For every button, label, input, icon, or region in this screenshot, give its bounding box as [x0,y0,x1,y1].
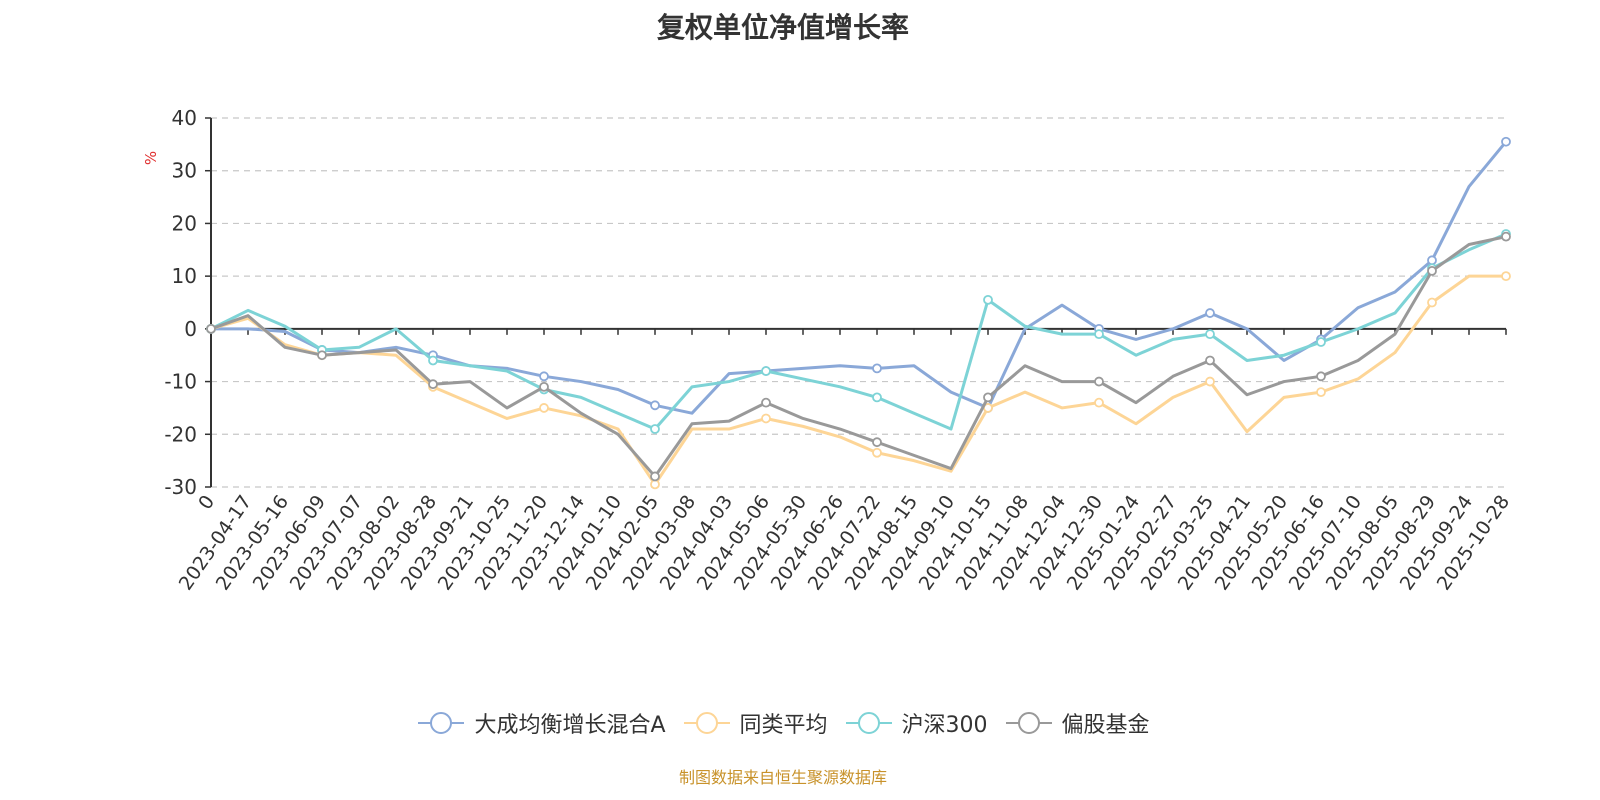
data-point [1205,329,1215,340]
series-line-1 [209,274,1508,486]
data-point [539,371,549,382]
y-tick-label: 30 [172,159,197,183]
legend-item[interactable]: 同类平均 [682,707,828,739]
data-point [206,323,216,334]
data-point [983,294,993,305]
legend-label: 大成均衡增长混合A [474,713,666,738]
series-lines [206,136,1511,490]
data-point [872,447,882,458]
chart-title: 复权单位净值增长率 [656,11,909,44]
data-point [872,363,882,374]
y-tick-label: 10 [172,264,197,288]
x-tick-label: 0 [194,491,219,514]
data-point [1316,387,1326,398]
series-line-3 [209,235,1508,478]
data-point [1427,265,1437,276]
data-point [1501,136,1511,147]
data-point [650,400,660,411]
legend-item[interactable]: 大成均衡增长混合A [416,707,666,739]
data-point [650,424,660,434]
data-point [983,392,993,403]
data-point [1205,355,1215,366]
data-point [1316,337,1326,347]
y-tick-label: -10 [164,370,197,394]
data-point [1501,231,1511,242]
data-point [761,413,771,424]
legend-marker-icon [683,712,730,734]
data-point [317,350,327,361]
data-point [428,379,438,390]
line-chart: -30-20-1001020304002023-04-172023-05-162… [142,106,1514,594]
source-note: 制图数据来自恒生聚源数据库 [678,768,887,787]
data-point [1205,308,1215,318]
y-tick-label: -20 [164,422,197,446]
legend-marker-icon [1005,712,1052,734]
data-point [761,366,771,376]
y-tick-label: 0 [184,317,197,341]
series-line-2 [209,232,1508,431]
data-point [539,381,549,392]
data-point [1094,397,1104,408]
data-point [428,355,438,366]
data-point [1501,271,1511,282]
legend-item[interactable]: 偏股基金 [1004,707,1150,739]
y-tick-label: 40 [172,106,197,130]
data-point [650,479,660,490]
data-point [650,471,660,482]
data-point [872,392,882,403]
legend-label: 沪深300 [901,713,988,738]
gridlines [211,117,1506,488]
legend-marker-icon [418,712,465,734]
y-tick-label: 20 [172,211,197,235]
data-point [1205,376,1215,387]
data-point [872,437,882,448]
data-point [1427,297,1437,308]
y-axis-label: % [142,151,160,165]
legend: 大成均衡增长混合A 同类平均 沪深300 偏股基金 [0,707,1566,741]
legend-item[interactable]: 沪深300 [844,707,988,739]
legend-label: 同类平均 [739,713,828,738]
data-point [1094,329,1104,340]
data-point [1427,255,1437,266]
data-point [1094,376,1104,387]
data-point [1316,371,1326,382]
legend-marker-icon [845,712,892,734]
series-line-0 [209,140,1508,415]
data-point [539,403,549,413]
y-tick-label: -30 [164,475,197,499]
data-point [761,397,771,408]
legend-label: 偏股基金 [1061,713,1150,738]
